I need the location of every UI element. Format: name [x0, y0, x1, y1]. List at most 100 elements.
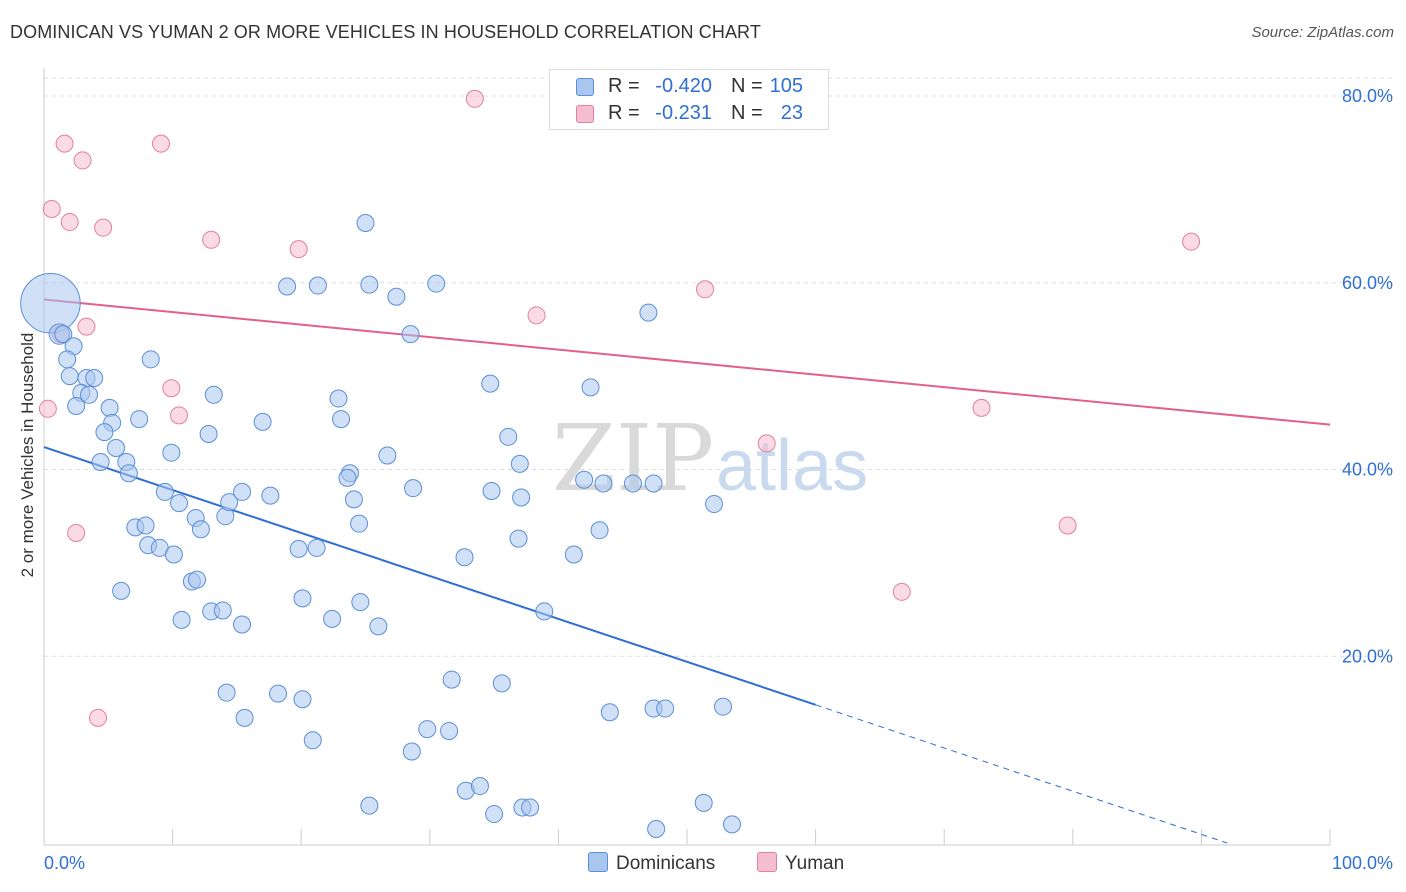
bottom-legend-label: Dominicans — [616, 853, 716, 874]
dominicans-point — [188, 570, 207, 589]
source-label: Source: ZipAtlas.com — [1251, 24, 1394, 41]
dominicans-point — [338, 468, 357, 487]
yuman-point — [972, 398, 991, 417]
dominicans-point — [332, 410, 351, 429]
dominicans-point — [350, 514, 369, 533]
watermark-atlas: atlas — [716, 426, 868, 506]
yuman-point — [94, 218, 113, 237]
yuman-point — [696, 280, 715, 299]
dominicans-point — [470, 777, 489, 796]
dominicans-point — [67, 397, 86, 416]
dominicans-point — [269, 684, 288, 703]
dominicans-point — [293, 589, 312, 608]
dominicans-point — [80, 385, 99, 404]
dominicans-point — [656, 699, 675, 718]
dominicans-point — [639, 303, 658, 322]
dominicans-point — [162, 443, 181, 462]
legend-n-value: 23 — [780, 102, 803, 124]
dominicans-point — [714, 697, 733, 716]
dominicans-point — [481, 374, 500, 393]
dominicans-point — [54, 325, 73, 344]
yuman-point — [38, 399, 57, 418]
legend-r-value: -0.231 — [655, 102, 712, 124]
dominicans-point — [20, 273, 81, 334]
dominicans-point — [85, 368, 104, 387]
yuman-point — [1182, 232, 1201, 251]
dominicans-point — [278, 277, 297, 296]
dominicans-point — [440, 721, 459, 740]
dominicans-point — [581, 378, 600, 397]
dominicans-trend-extension — [815, 704, 1228, 844]
dominicans-point — [233, 615, 252, 634]
dominicans-point — [289, 539, 308, 558]
yuman-point — [202, 230, 221, 249]
yuman-point — [892, 582, 911, 601]
dominicans-point — [564, 545, 583, 564]
dominicans-point — [112, 581, 131, 600]
watermark-zip: ZIP — [552, 405, 714, 512]
yuman-point — [527, 306, 546, 325]
dominicans-point — [360, 796, 379, 815]
yuman-point — [60, 213, 79, 232]
dominicans-point — [130, 410, 149, 429]
legend-swatch-pink — [576, 105, 594, 123]
dominicans-point — [351, 593, 370, 612]
legend-n-label: N = — [731, 75, 763, 97]
dominicans-point — [323, 609, 342, 628]
dominicans-point — [521, 798, 540, 817]
dominicans-point — [119, 464, 138, 483]
legend-n-label: N = — [731, 102, 763, 124]
dominicans-point — [499, 427, 518, 446]
x-tick-label: 100.0% — [1332, 853, 1393, 873]
dominicans-point — [307, 538, 326, 557]
yuman-point — [757, 434, 776, 453]
dominicans-point — [694, 793, 713, 812]
yuman-points — [38, 89, 1201, 727]
dominicans-point — [220, 493, 239, 512]
dominicans-point — [329, 389, 348, 408]
dominicans-point — [510, 454, 529, 473]
dominicans-point — [427, 274, 446, 293]
legend-r-label: R = — [608, 102, 640, 124]
dominicans-point — [401, 325, 420, 344]
dominicans-point — [512, 488, 531, 507]
yuman-point — [42, 199, 61, 218]
dominicans-point — [509, 529, 528, 548]
dominicans-point — [404, 479, 423, 498]
dominicans-point — [191, 520, 210, 539]
dominicans-point — [535, 602, 554, 621]
yuman-point — [162, 379, 181, 398]
dominicans-point — [95, 423, 114, 442]
dominicans-point — [455, 548, 474, 567]
y-tick-labels: 20.0% 40.0% 60.0% 80.0% — [1342, 86, 1393, 666]
dominicans-point — [378, 446, 397, 465]
bottom-legend-swatch-blue — [588, 852, 608, 872]
dominicans-point — [594, 474, 613, 493]
dominicans-point — [155, 482, 174, 501]
y-tick-label: 20.0% — [1342, 646, 1393, 666]
dominicans-point — [356, 213, 375, 232]
dominicans-point — [442, 670, 461, 689]
yuman-point — [465, 89, 484, 108]
dominicans-point — [303, 731, 322, 750]
yuman-point — [73, 151, 92, 170]
dominicans-point — [235, 708, 254, 727]
yuman-trend-line — [43, 298, 1331, 426]
dominicans-point — [492, 674, 511, 693]
dominicans-point — [360, 275, 379, 294]
x-tick-label: 0.0% — [44, 853, 85, 873]
dominicans-point — [623, 474, 642, 493]
dominicans-point — [575, 470, 594, 489]
yuman-point — [170, 406, 189, 425]
dominicans-point — [723, 815, 742, 834]
dominicans-point — [107, 439, 126, 458]
dominicans-point — [60, 367, 79, 386]
legend-n-value: 105 — [769, 75, 803, 97]
bottom-legend-label: Yuman — [785, 853, 845, 874]
yuman-point — [1058, 516, 1077, 535]
dominicans-point — [91, 453, 110, 472]
dominicans-point — [293, 690, 312, 709]
dominicans-point — [58, 350, 77, 369]
dominicans-point — [308, 276, 327, 295]
